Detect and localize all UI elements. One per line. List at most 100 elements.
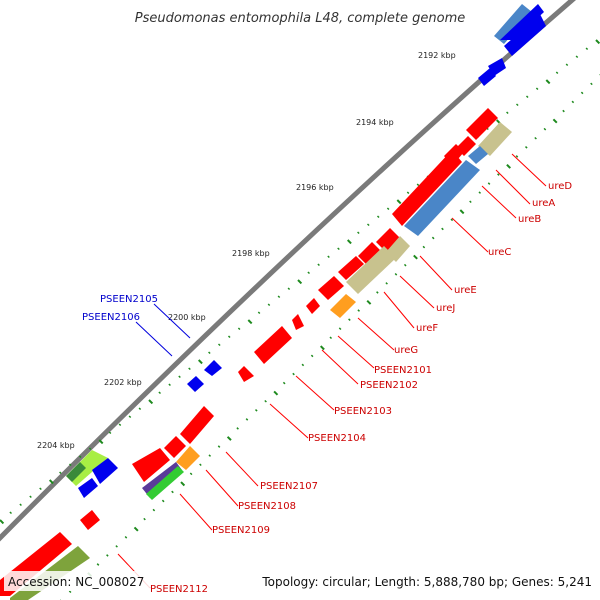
tick-mark: [118, 423, 122, 427]
tick-mark: [422, 245, 426, 249]
tick-mark: [78, 455, 82, 459]
gene-PSEEN2102[interactable]: [292, 314, 304, 330]
gene-olive-2204[interactable]: [66, 462, 86, 482]
gene-blue-2192b[interactable]: [488, 58, 506, 76]
gene-PSEEN2108[interactable]: [132, 448, 170, 482]
tick-mark: [459, 209, 465, 215]
tick-mark: [385, 282, 388, 285]
gene-PSEEN2109b[interactable]: [80, 510, 100, 530]
tick-mark: [366, 299, 372, 305]
label-PSEEN2104[interactable]: PSEEN2104: [308, 433, 366, 444]
footer-accession-bg: [4, 571, 150, 591]
label-PSEEN2103[interactable]: PSEEN2103: [334, 406, 392, 417]
gene-ureA-track[interactable]: [468, 146, 488, 164]
tick-mark: [376, 215, 380, 219]
gene-PSEEN2108-track[interactable]: [176, 446, 200, 470]
label-ureD[interactable]: ureD: [548, 181, 572, 192]
gene-PSEEN2109-track[interactable]: [146, 466, 184, 500]
label-ureG[interactable]: ureG: [394, 345, 418, 356]
tick-mark: [29, 495, 32, 499]
tick-mark: [497, 173, 500, 176]
gene-PSEEN2101[interactable]: [306, 298, 320, 314]
tick-mark: [247, 319, 253, 325]
gene-ureG[interactable]: [318, 276, 344, 300]
tick-mark: [282, 381, 286, 385]
tick-mark: [98, 439, 104, 445]
gene-ureF-track[interactable]: [346, 246, 396, 294]
tick-mark: [571, 100, 575, 104]
tick-mark: [171, 490, 174, 494]
label-PSEEN2105[interactable]: PSEEN2105: [100, 294, 158, 305]
tick-mark: [138, 407, 142, 411]
label-ureB[interactable]: ureB: [518, 214, 541, 225]
gene-blue-top-2[interactable]: [500, 4, 544, 40]
tick-mark: [515, 103, 519, 107]
tick-mark: [348, 318, 351, 321]
gene-blue-2192a[interactable]: [478, 68, 496, 86]
tick-mark: [506, 111, 509, 115]
tick-mark: [580, 91, 584, 95]
label-PSEEN2108[interactable]: PSEEN2108: [238, 501, 296, 512]
label-PSEEN2107[interactable]: PSEEN2107: [260, 481, 318, 492]
tick-mark: [287, 287, 291, 291]
ruler-label-2198: 2198 kbp: [232, 249, 270, 258]
tick-mark: [208, 351, 211, 355]
tick-mark: [133, 526, 139, 532]
label-ureC[interactable]: ureC: [488, 247, 511, 258]
gene-blue-top-3[interactable]: [504, 14, 546, 56]
tick-mark: [406, 191, 410, 195]
tick-mark: [431, 236, 435, 240]
gene-ureJ[interactable]: [358, 242, 380, 264]
label-PSEEN2101[interactable]: PSEEN2101: [374, 365, 432, 376]
footer-summary-bg: [256, 571, 596, 591]
gene-blue-2204a[interactable]: [92, 458, 118, 484]
gene-ureF[interactable]: [338, 256, 364, 280]
tick-mark: [96, 563, 100, 566]
gene-PSEEN2104[interactable]: [238, 366, 254, 382]
gene-ureD-track[interactable]: [478, 122, 512, 156]
tick-mark: [562, 109, 565, 113]
gene-blue-2204b[interactable]: [78, 478, 98, 498]
gene-PSEEN2107[interactable]: [180, 406, 214, 444]
gene-PSEEN2103[interactable]: [254, 326, 292, 364]
label-ureF[interactable]: ureF: [416, 323, 438, 334]
label-ureJ[interactable]: ureJ: [436, 303, 455, 314]
tick-mark: [394, 272, 398, 276]
ruler-label-2204: 2204 kbp: [37, 441, 75, 450]
gene-ureE[interactable]: [376, 228, 400, 252]
label-PSEEN2109[interactable]: PSEEN2109: [212, 525, 270, 536]
tick-mark: [413, 254, 418, 260]
ruler-label-2200: 2200 kbp: [168, 313, 206, 322]
tick-mark: [178, 375, 181, 379]
tick-mark: [245, 418, 249, 421]
tick-mark: [115, 545, 118, 548]
tick-mark: [403, 263, 407, 267]
tick-mark: [319, 345, 325, 351]
gene-blue-top-1[interactable]: [494, 4, 532, 44]
label-PSEEN2106[interactable]: PSEEN2106: [82, 312, 140, 323]
tick-mark: [88, 447, 92, 451]
tick-mark: [307, 271, 311, 275]
tick-mark: [515, 155, 519, 158]
tick-mark: [68, 590, 72, 594]
tick-mark: [0, 519, 5, 525]
tick-mark: [267, 303, 271, 307]
label-ureE[interactable]: ureE: [454, 285, 477, 296]
gene-ureC-track[interactable]: [404, 160, 480, 236]
gene-ureC[interactable]: [392, 150, 462, 226]
ruler-labels: 2192 kbp 2194 kbp 2196 kbp 2198 kbp 2200…: [37, 51, 456, 450]
label-PSEEN2102[interactable]: PSEEN2102: [360, 380, 418, 391]
gene-PSEEN2105[interactable]: [204, 360, 222, 376]
gene-ureD[interactable]: [466, 108, 498, 140]
gene-PSEEN2106[interactable]: [187, 376, 204, 392]
label-ureA[interactable]: ureA: [532, 198, 555, 209]
gene-ureG-track[interactable]: [330, 294, 356, 318]
tick-mark: [301, 363, 305, 367]
tick-mark: [337, 247, 340, 251]
gene-PSEEN2107b[interactable]: [164, 436, 186, 458]
footer-summary: Topology: circular; Length: 5,888,780 bp…: [261, 575, 592, 589]
tick-mark: [506, 163, 512, 169]
tick-mark: [189, 472, 193, 476]
label-PSEEN2112[interactable]: PSEEN2112: [150, 584, 208, 595]
tick-mark: [338, 327, 342, 331]
